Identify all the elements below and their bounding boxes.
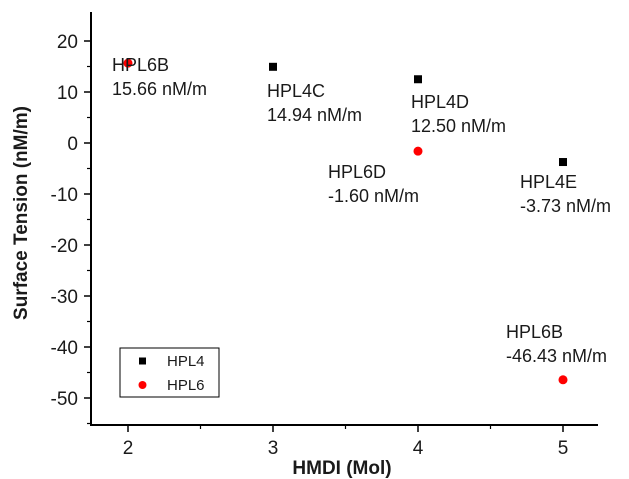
legend-marker-circle xyxy=(138,381,147,389)
x-tick-label: 2 xyxy=(123,438,134,459)
x-tick-label: 3 xyxy=(268,438,279,459)
y-axis-title: Surface Tension (nM/m) xyxy=(11,106,32,320)
annotation-name: HPL6B xyxy=(112,55,169,75)
ticks: 20 10 0 -10 -20 -30 -40 -50 2 3 4 5 xyxy=(51,32,569,459)
y-tick-label: -40 xyxy=(51,338,78,359)
point-annotations: HPL6B 15.66 nM/m HPL4C 14.94 nM/m HPL4D 12.50… xyxy=(112,55,611,366)
y-tick-label: -50 xyxy=(51,389,78,410)
legend-marker-square xyxy=(139,357,146,365)
data-point-hpl6 xyxy=(558,375,568,385)
y-tick-label: 20 xyxy=(57,32,78,53)
annotation-name: HPL6D xyxy=(328,162,386,182)
y-tick-label: 0 xyxy=(67,134,78,155)
y-tick-label: -30 xyxy=(51,287,78,308)
data-point-hpl4 xyxy=(559,158,567,167)
annotation-name: HPL4C xyxy=(267,81,325,101)
data-point-hpl4 xyxy=(414,75,422,84)
annotation-name: HPL4E xyxy=(520,172,577,192)
annotation-name: HPL6B xyxy=(506,322,563,342)
annotation-value: -1.60 nM/m xyxy=(328,186,419,206)
annotation-value: -3.73 nM/m xyxy=(520,196,611,216)
legend-box xyxy=(119,347,220,398)
data-point-hpl6 xyxy=(123,58,133,68)
x-tick-label: 5 xyxy=(558,438,569,459)
legend-label: HPL6 xyxy=(167,377,205,394)
data-points xyxy=(123,58,568,385)
y-tick-label: -20 xyxy=(51,236,78,257)
y-tick-label: -10 xyxy=(51,185,78,206)
y-tick-label: 10 xyxy=(57,83,78,104)
legend-label: HPL4 xyxy=(167,353,205,370)
legend: HPL4 HPL6 xyxy=(119,347,220,398)
annotation-name: HPL4D xyxy=(411,92,469,112)
data-point-hpl4 xyxy=(269,62,277,71)
annotation-value: 12.50 nM/m xyxy=(411,116,506,136)
data-point-hpl6 xyxy=(413,146,423,156)
x-axis-title: HMDI (Mol) xyxy=(292,458,391,479)
annotation-value: 14.94 nM/m xyxy=(267,105,362,125)
x-tick-label: 4 xyxy=(413,438,424,459)
annotation-value: 15.66 nM/m xyxy=(112,79,207,99)
annotation-value: -46.43 nM/m xyxy=(506,346,607,366)
